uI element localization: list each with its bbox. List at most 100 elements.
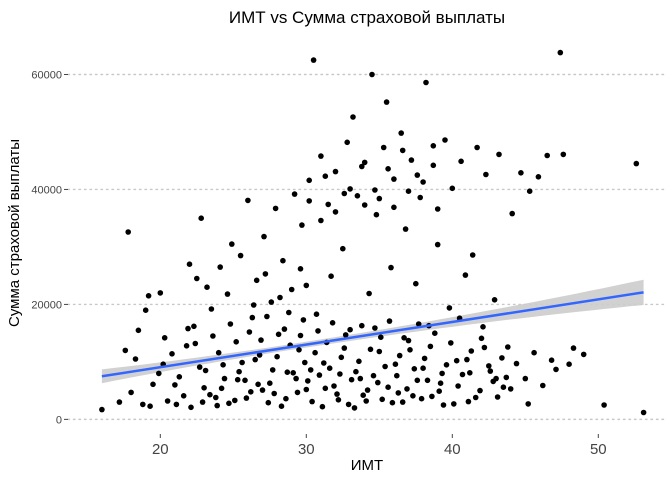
data-point bbox=[259, 387, 266, 393]
data-point bbox=[432, 330, 438, 337]
data-point bbox=[194, 275, 200, 282]
data-point bbox=[351, 405, 358, 411]
data-point bbox=[370, 372, 377, 379]
data-point bbox=[233, 339, 239, 345]
data-point bbox=[215, 349, 222, 356]
data-point bbox=[535, 174, 542, 180]
data-point bbox=[188, 404, 194, 411]
data-point bbox=[429, 393, 435, 400]
data-point bbox=[486, 363, 492, 369]
y-tick-label-2: 40000 bbox=[31, 184, 62, 196]
data-point bbox=[430, 143, 437, 149]
data-point bbox=[344, 139, 351, 146]
data-point bbox=[408, 157, 415, 163]
data-point bbox=[310, 57, 317, 63]
data-point bbox=[283, 395, 289, 402]
data-point bbox=[385, 384, 391, 391]
data-point bbox=[417, 194, 424, 201]
data-point bbox=[237, 252, 244, 259]
data-point bbox=[214, 402, 220, 409]
data-point bbox=[493, 375, 499, 382]
data-point bbox=[350, 114, 356, 120]
data-point bbox=[271, 390, 278, 397]
data-point bbox=[246, 329, 253, 335]
data-point bbox=[388, 264, 394, 271]
confidence-band bbox=[101, 279, 644, 384]
data-point bbox=[509, 210, 515, 217]
y-axis-title: Сумма страховой выплаты bbox=[6, 139, 23, 327]
data-point bbox=[363, 398, 370, 404]
data-point bbox=[306, 198, 313, 204]
data-point bbox=[494, 394, 501, 400]
data-point bbox=[122, 347, 129, 354]
data-point bbox=[321, 360, 327, 366]
data-point bbox=[378, 334, 384, 341]
data-point bbox=[192, 340, 199, 347]
data-point bbox=[135, 327, 142, 334]
x-tick-label-2: 40 bbox=[444, 441, 461, 458]
data-point bbox=[232, 397, 238, 404]
data-point bbox=[125, 229, 131, 235]
data-point bbox=[491, 297, 498, 303]
data-point bbox=[399, 399, 406, 405]
data-point bbox=[526, 188, 533, 194]
data-point bbox=[268, 299, 275, 305]
y-tick-label-0: 0 bbox=[56, 414, 62, 426]
data-point bbox=[462, 272, 469, 278]
data-point bbox=[345, 401, 352, 408]
data-point bbox=[256, 352, 263, 358]
data-point bbox=[264, 313, 270, 320]
data-point bbox=[449, 185, 456, 192]
data-point bbox=[367, 346, 374, 353]
data-point bbox=[434, 206, 441, 212]
data-point bbox=[147, 403, 153, 410]
data-point bbox=[227, 321, 234, 327]
data-point bbox=[280, 257, 286, 264]
data-point bbox=[169, 351, 175, 357]
data-point bbox=[405, 337, 412, 344]
data-point bbox=[239, 359, 245, 366]
data-point bbox=[250, 302, 257, 308]
data-point bbox=[217, 264, 223, 270]
data-point bbox=[156, 370, 162, 377]
x-tick-label-0: 20 bbox=[152, 441, 169, 458]
data-point bbox=[303, 282, 310, 289]
trend-line bbox=[101, 291, 644, 378]
data-point bbox=[505, 344, 511, 350]
data-point bbox=[359, 163, 365, 170]
data-point bbox=[208, 306, 215, 312]
data-point bbox=[354, 193, 361, 199]
data-point bbox=[140, 401, 146, 408]
data-point bbox=[424, 377, 431, 384]
data-point bbox=[480, 324, 486, 330]
data-point bbox=[566, 361, 572, 368]
data-point bbox=[601, 402, 607, 408]
data-point bbox=[548, 357, 555, 364]
data-point bbox=[353, 368, 359, 375]
data-point bbox=[357, 375, 364, 382]
data-point bbox=[173, 401, 180, 408]
data-point bbox=[394, 372, 400, 379]
data-point bbox=[305, 378, 311, 384]
data-point bbox=[401, 335, 407, 341]
data-point bbox=[453, 357, 460, 364]
chart-title: ИМТ vs Сумма страховой выплаты bbox=[229, 8, 505, 27]
data-point bbox=[319, 403, 326, 410]
data-point bbox=[255, 381, 261, 388]
data-point bbox=[199, 399, 206, 405]
data-point bbox=[277, 294, 283, 301]
data-point bbox=[265, 399, 272, 406]
data-point bbox=[544, 152, 550, 159]
x-axis-title: ИМТ bbox=[351, 457, 383, 474]
data-point bbox=[291, 191, 298, 197]
data-point bbox=[191, 323, 197, 330]
data-point bbox=[267, 380, 273, 387]
data-point bbox=[342, 332, 349, 338]
data-point bbox=[359, 322, 365, 329]
data-point bbox=[183, 343, 190, 349]
data-point bbox=[522, 375, 529, 382]
y-tick-label-1: 20000 bbox=[31, 299, 62, 311]
data-point bbox=[258, 337, 264, 343]
data-point bbox=[204, 284, 210, 291]
data-point bbox=[337, 371, 343, 377]
